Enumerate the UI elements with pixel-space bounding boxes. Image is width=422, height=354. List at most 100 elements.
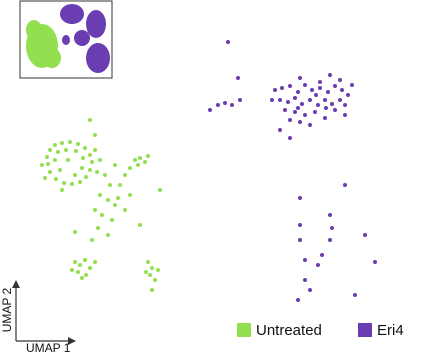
point [156, 268, 160, 272]
point [326, 90, 330, 94]
point [88, 266, 92, 270]
point [328, 73, 332, 77]
point [318, 86, 322, 90]
point [73, 173, 77, 177]
point [144, 270, 148, 274]
point [330, 226, 334, 230]
point [73, 260, 77, 264]
point [300, 102, 304, 106]
point [62, 181, 66, 185]
point [288, 136, 292, 140]
point [333, 84, 337, 88]
x-axis-label: UMAP 1 [26, 341, 71, 354]
point [113, 163, 117, 167]
point [303, 83, 307, 87]
point [313, 110, 317, 114]
point [323, 116, 327, 120]
point [73, 230, 77, 234]
point [363, 233, 367, 237]
point [280, 86, 284, 90]
point [93, 208, 97, 212]
point [308, 288, 312, 292]
point [353, 293, 357, 297]
point [113, 203, 117, 207]
point [43, 176, 47, 180]
point [88, 118, 92, 122]
point [324, 106, 328, 110]
point [83, 258, 87, 262]
legend-swatch [358, 323, 372, 337]
point [95, 170, 99, 174]
point [238, 98, 242, 102]
point [88, 168, 92, 172]
point [98, 193, 102, 197]
point [298, 238, 302, 242]
point [333, 108, 337, 112]
point [90, 238, 94, 242]
point [93, 133, 97, 137]
point [148, 273, 152, 277]
point [158, 188, 162, 192]
point [53, 158, 57, 162]
point [116, 196, 120, 200]
point [283, 108, 287, 112]
inset-thumbnail [19, 0, 113, 79]
point [288, 84, 292, 88]
point [308, 123, 312, 127]
point [93, 148, 97, 152]
point [298, 120, 302, 124]
point [66, 158, 70, 162]
point [78, 180, 82, 184]
point [330, 102, 334, 106]
point [54, 177, 58, 181]
point [298, 196, 302, 200]
point [64, 148, 68, 152]
point [68, 140, 72, 144]
point [314, 93, 318, 97]
point [328, 238, 332, 242]
point [53, 143, 57, 147]
point [373, 260, 377, 264]
point [318, 80, 322, 84]
point [320, 253, 324, 257]
point [226, 40, 230, 44]
point [298, 76, 302, 80]
point [343, 113, 347, 117]
point [100, 213, 104, 217]
point [338, 78, 342, 82]
point [84, 175, 88, 179]
point [78, 263, 82, 267]
axis-arrows [12, 280, 76, 345]
point [48, 148, 52, 152]
point [303, 258, 307, 262]
point [60, 141, 64, 145]
point [146, 154, 150, 158]
point [48, 170, 52, 174]
point [236, 76, 240, 80]
point [296, 90, 300, 94]
point [128, 166, 132, 170]
point [108, 183, 112, 187]
point [223, 101, 227, 105]
point [138, 223, 142, 227]
point [56, 150, 60, 154]
point [118, 183, 122, 187]
legend-label: Eri4 [377, 322, 404, 339]
point [98, 158, 102, 162]
point [40, 163, 44, 167]
point [278, 128, 282, 132]
point [328, 213, 332, 217]
point [46, 162, 50, 166]
point [123, 173, 127, 177]
point [270, 98, 274, 102]
point [138, 156, 142, 160]
point [80, 166, 84, 170]
point [146, 260, 150, 264]
point [310, 88, 314, 92]
point [110, 218, 114, 222]
point [106, 198, 110, 202]
point [216, 103, 220, 107]
point [288, 118, 292, 122]
point [340, 88, 344, 92]
